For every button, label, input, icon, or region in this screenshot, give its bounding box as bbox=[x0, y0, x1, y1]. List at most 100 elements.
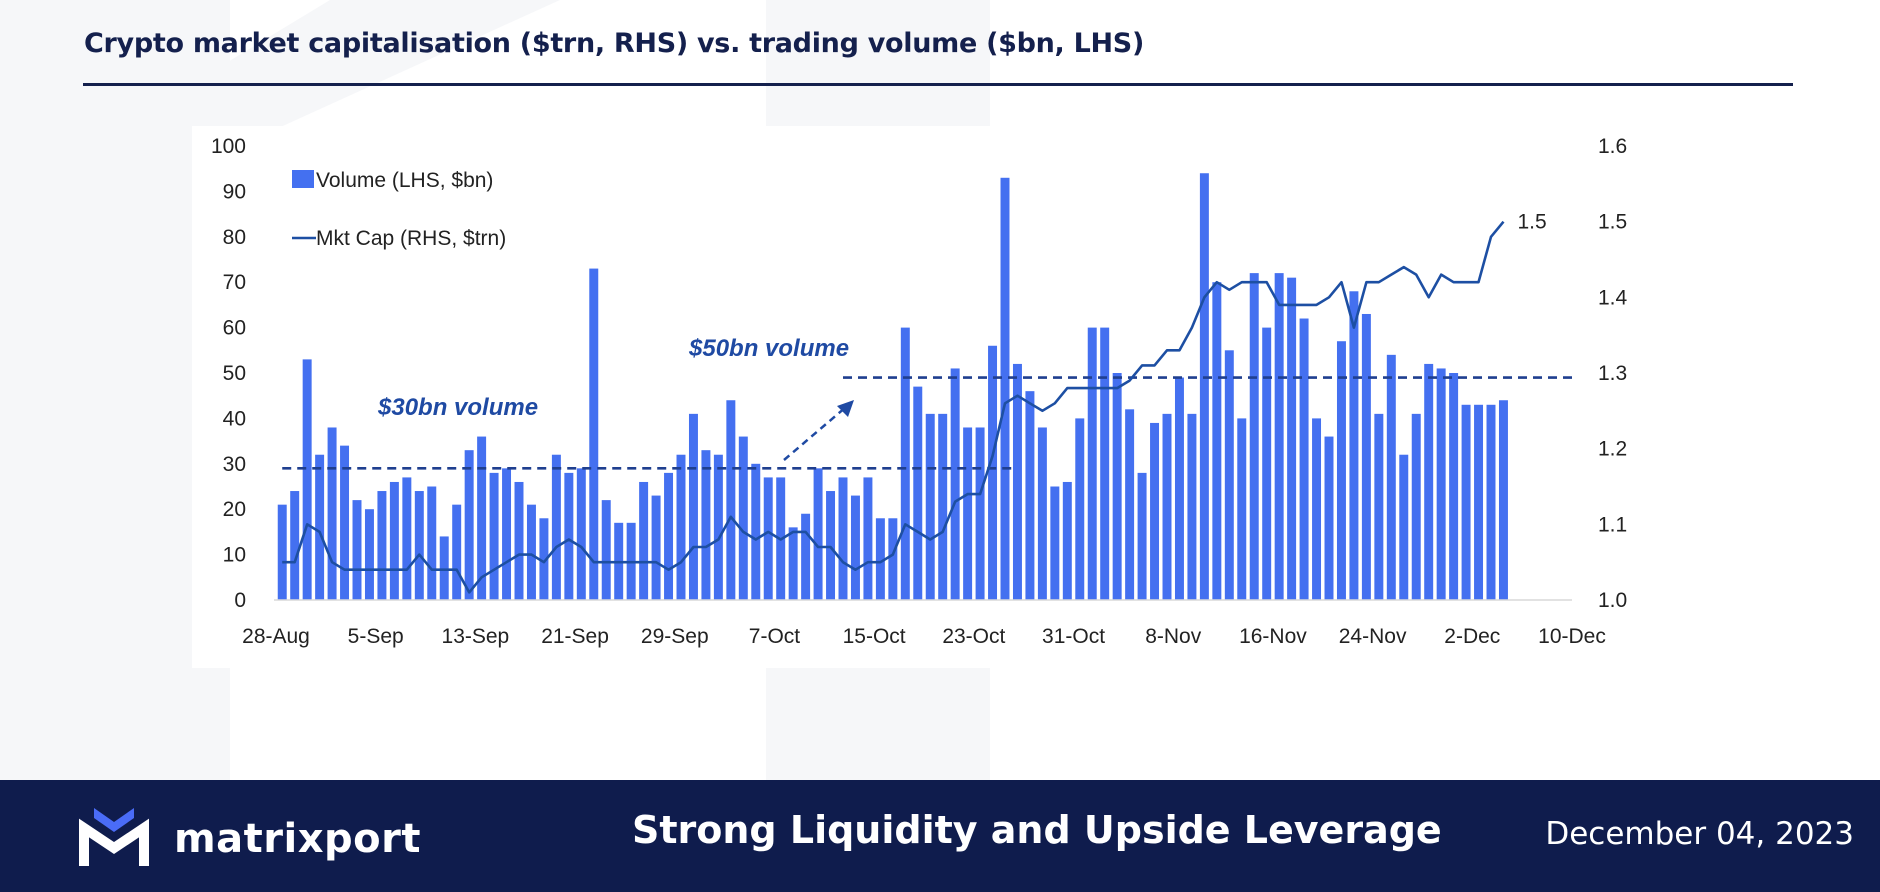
x-tick-label: 5-Sep bbox=[348, 625, 404, 648]
volume-bar bbox=[414, 491, 424, 600]
y-left-tick-label: 0 bbox=[234, 589, 246, 612]
volume-bar bbox=[1174, 377, 1184, 600]
x-tick-label: 24-Nov bbox=[1339, 625, 1407, 648]
volume-bar bbox=[377, 491, 387, 600]
volume-bar bbox=[464, 450, 474, 600]
volume-bar bbox=[913, 386, 923, 600]
volume-bar bbox=[1212, 282, 1222, 600]
volume-bar bbox=[1274, 273, 1284, 600]
volume-bar bbox=[340, 445, 350, 600]
volume-bar bbox=[938, 413, 948, 600]
mktcap-line bbox=[282, 220, 1505, 594]
volume-bar bbox=[963, 427, 973, 600]
volume-bar bbox=[1087, 327, 1097, 600]
y-left-tick-label: 100 bbox=[211, 135, 246, 158]
volume-bar bbox=[1449, 373, 1459, 600]
volume-bar bbox=[364, 509, 374, 600]
volume-bar bbox=[1361, 313, 1371, 600]
volume-bar bbox=[688, 413, 698, 600]
volume-bar bbox=[950, 368, 960, 600]
y-right-tick-label: 1.5 bbox=[1598, 211, 1627, 234]
volume-bar bbox=[813, 468, 823, 600]
volume-bar bbox=[1312, 418, 1322, 600]
volume-bar bbox=[327, 427, 337, 600]
x-tick-label: 29-Sep bbox=[641, 625, 709, 648]
volume-bar bbox=[502, 468, 512, 600]
y-left-tick-label: 50 bbox=[223, 362, 246, 385]
y-left-tick-label: 90 bbox=[223, 180, 246, 203]
volume-bar bbox=[1162, 413, 1172, 600]
footer-bar: matrixport Strong Liquidity and Upside L… bbox=[0, 780, 1880, 892]
volume-bar bbox=[801, 513, 811, 600]
volume-bar bbox=[925, 413, 935, 600]
volume-bar bbox=[1262, 327, 1272, 600]
volume-bar bbox=[1224, 350, 1234, 600]
volume-bar bbox=[1349, 291, 1359, 600]
mktcap-line-layer bbox=[282, 220, 1505, 594]
report-date: December 04, 2023 bbox=[1545, 816, 1854, 852]
y-left-tick-label: 70 bbox=[223, 271, 246, 294]
volume-bar bbox=[726, 400, 736, 600]
volume-bar bbox=[302, 359, 312, 600]
x-tick-label: 7-Oct bbox=[749, 625, 801, 648]
annotation-arrow-shaft bbox=[783, 406, 847, 461]
volume-bar bbox=[738, 436, 748, 600]
x-tick-label: 28-Aug bbox=[242, 625, 310, 648]
volume-bar bbox=[713, 454, 723, 600]
volume-bar bbox=[875, 518, 885, 600]
title-divider bbox=[83, 83, 1793, 86]
legend-volume-label: Volume (LHS, $bn) bbox=[316, 169, 493, 192]
brand-name: matrixport bbox=[174, 816, 421, 862]
volume-bar bbox=[601, 500, 611, 600]
volume-bar bbox=[1411, 413, 1421, 600]
volume-bar bbox=[589, 268, 599, 600]
volume-bar bbox=[564, 472, 574, 600]
volume-bar bbox=[1299, 318, 1309, 600]
x-tick-label: 16-Nov bbox=[1239, 625, 1307, 648]
page-title: Crypto market capitalisation ($trn, RHS)… bbox=[84, 28, 1144, 59]
matrixport-logo-icon bbox=[79, 808, 149, 866]
volume-bar bbox=[850, 495, 860, 600]
y-left-tick-label: 80 bbox=[223, 226, 246, 249]
annotations: $30bn volume $50bn volume 1.5 bbox=[377, 211, 1547, 461]
volume-bar bbox=[900, 327, 910, 600]
volume-bar bbox=[1012, 363, 1022, 600]
ref-label-50bn: $50bn volume bbox=[688, 335, 849, 362]
volume-bar bbox=[676, 454, 686, 600]
volume-bar bbox=[751, 463, 761, 600]
volume-bar bbox=[1249, 273, 1259, 600]
volume-bar bbox=[838, 477, 848, 600]
volume-bar bbox=[1336, 341, 1346, 600]
mktcap-end-label: 1.5 bbox=[1517, 211, 1546, 234]
reference-lines bbox=[282, 376, 1576, 470]
x-tick-label: 8-Nov bbox=[1145, 625, 1202, 648]
volume-bar bbox=[1062, 481, 1072, 600]
legend: Volume (LHS, $bn) Mkt Cap (RHS, $trn) bbox=[292, 169, 506, 250]
axes-layer: 0 10 20 30 40 50 60 70 80 90 100 1.0 1.1 1.2 1.3 1.4 1.5… bbox=[211, 135, 1628, 648]
volume-bar bbox=[651, 495, 661, 600]
volume-bar bbox=[826, 491, 836, 600]
volume-bar bbox=[551, 454, 561, 600]
volume-bar bbox=[439, 536, 449, 600]
volume-bar bbox=[489, 472, 499, 600]
x-tick-label: 13-Sep bbox=[442, 625, 510, 648]
volume-bar bbox=[1374, 413, 1384, 600]
y-right-tick-label: 1.3 bbox=[1598, 362, 1627, 385]
y-right-tick-label: 1.4 bbox=[1598, 286, 1628, 309]
volume-bar bbox=[1386, 354, 1396, 600]
volume-bar bbox=[639, 481, 649, 600]
x-tick-label: 21-Sep bbox=[541, 625, 609, 648]
volume-bar bbox=[988, 345, 998, 600]
legend-volume-swatch bbox=[292, 170, 314, 188]
volume-bar bbox=[1486, 404, 1496, 600]
volume-bar bbox=[1399, 454, 1409, 600]
volume-bar bbox=[1125, 409, 1135, 600]
volume-bar bbox=[1000, 177, 1010, 600]
y-right-tick-label: 1.1 bbox=[1598, 513, 1627, 536]
volume-bar bbox=[1100, 327, 1110, 600]
y-left-tick-label: 60 bbox=[223, 317, 246, 340]
volume-bar bbox=[1324, 436, 1334, 600]
volume-bar bbox=[1025, 391, 1035, 600]
x-tick-label: 2-Dec bbox=[1444, 625, 1500, 648]
volume-bar bbox=[526, 504, 536, 600]
